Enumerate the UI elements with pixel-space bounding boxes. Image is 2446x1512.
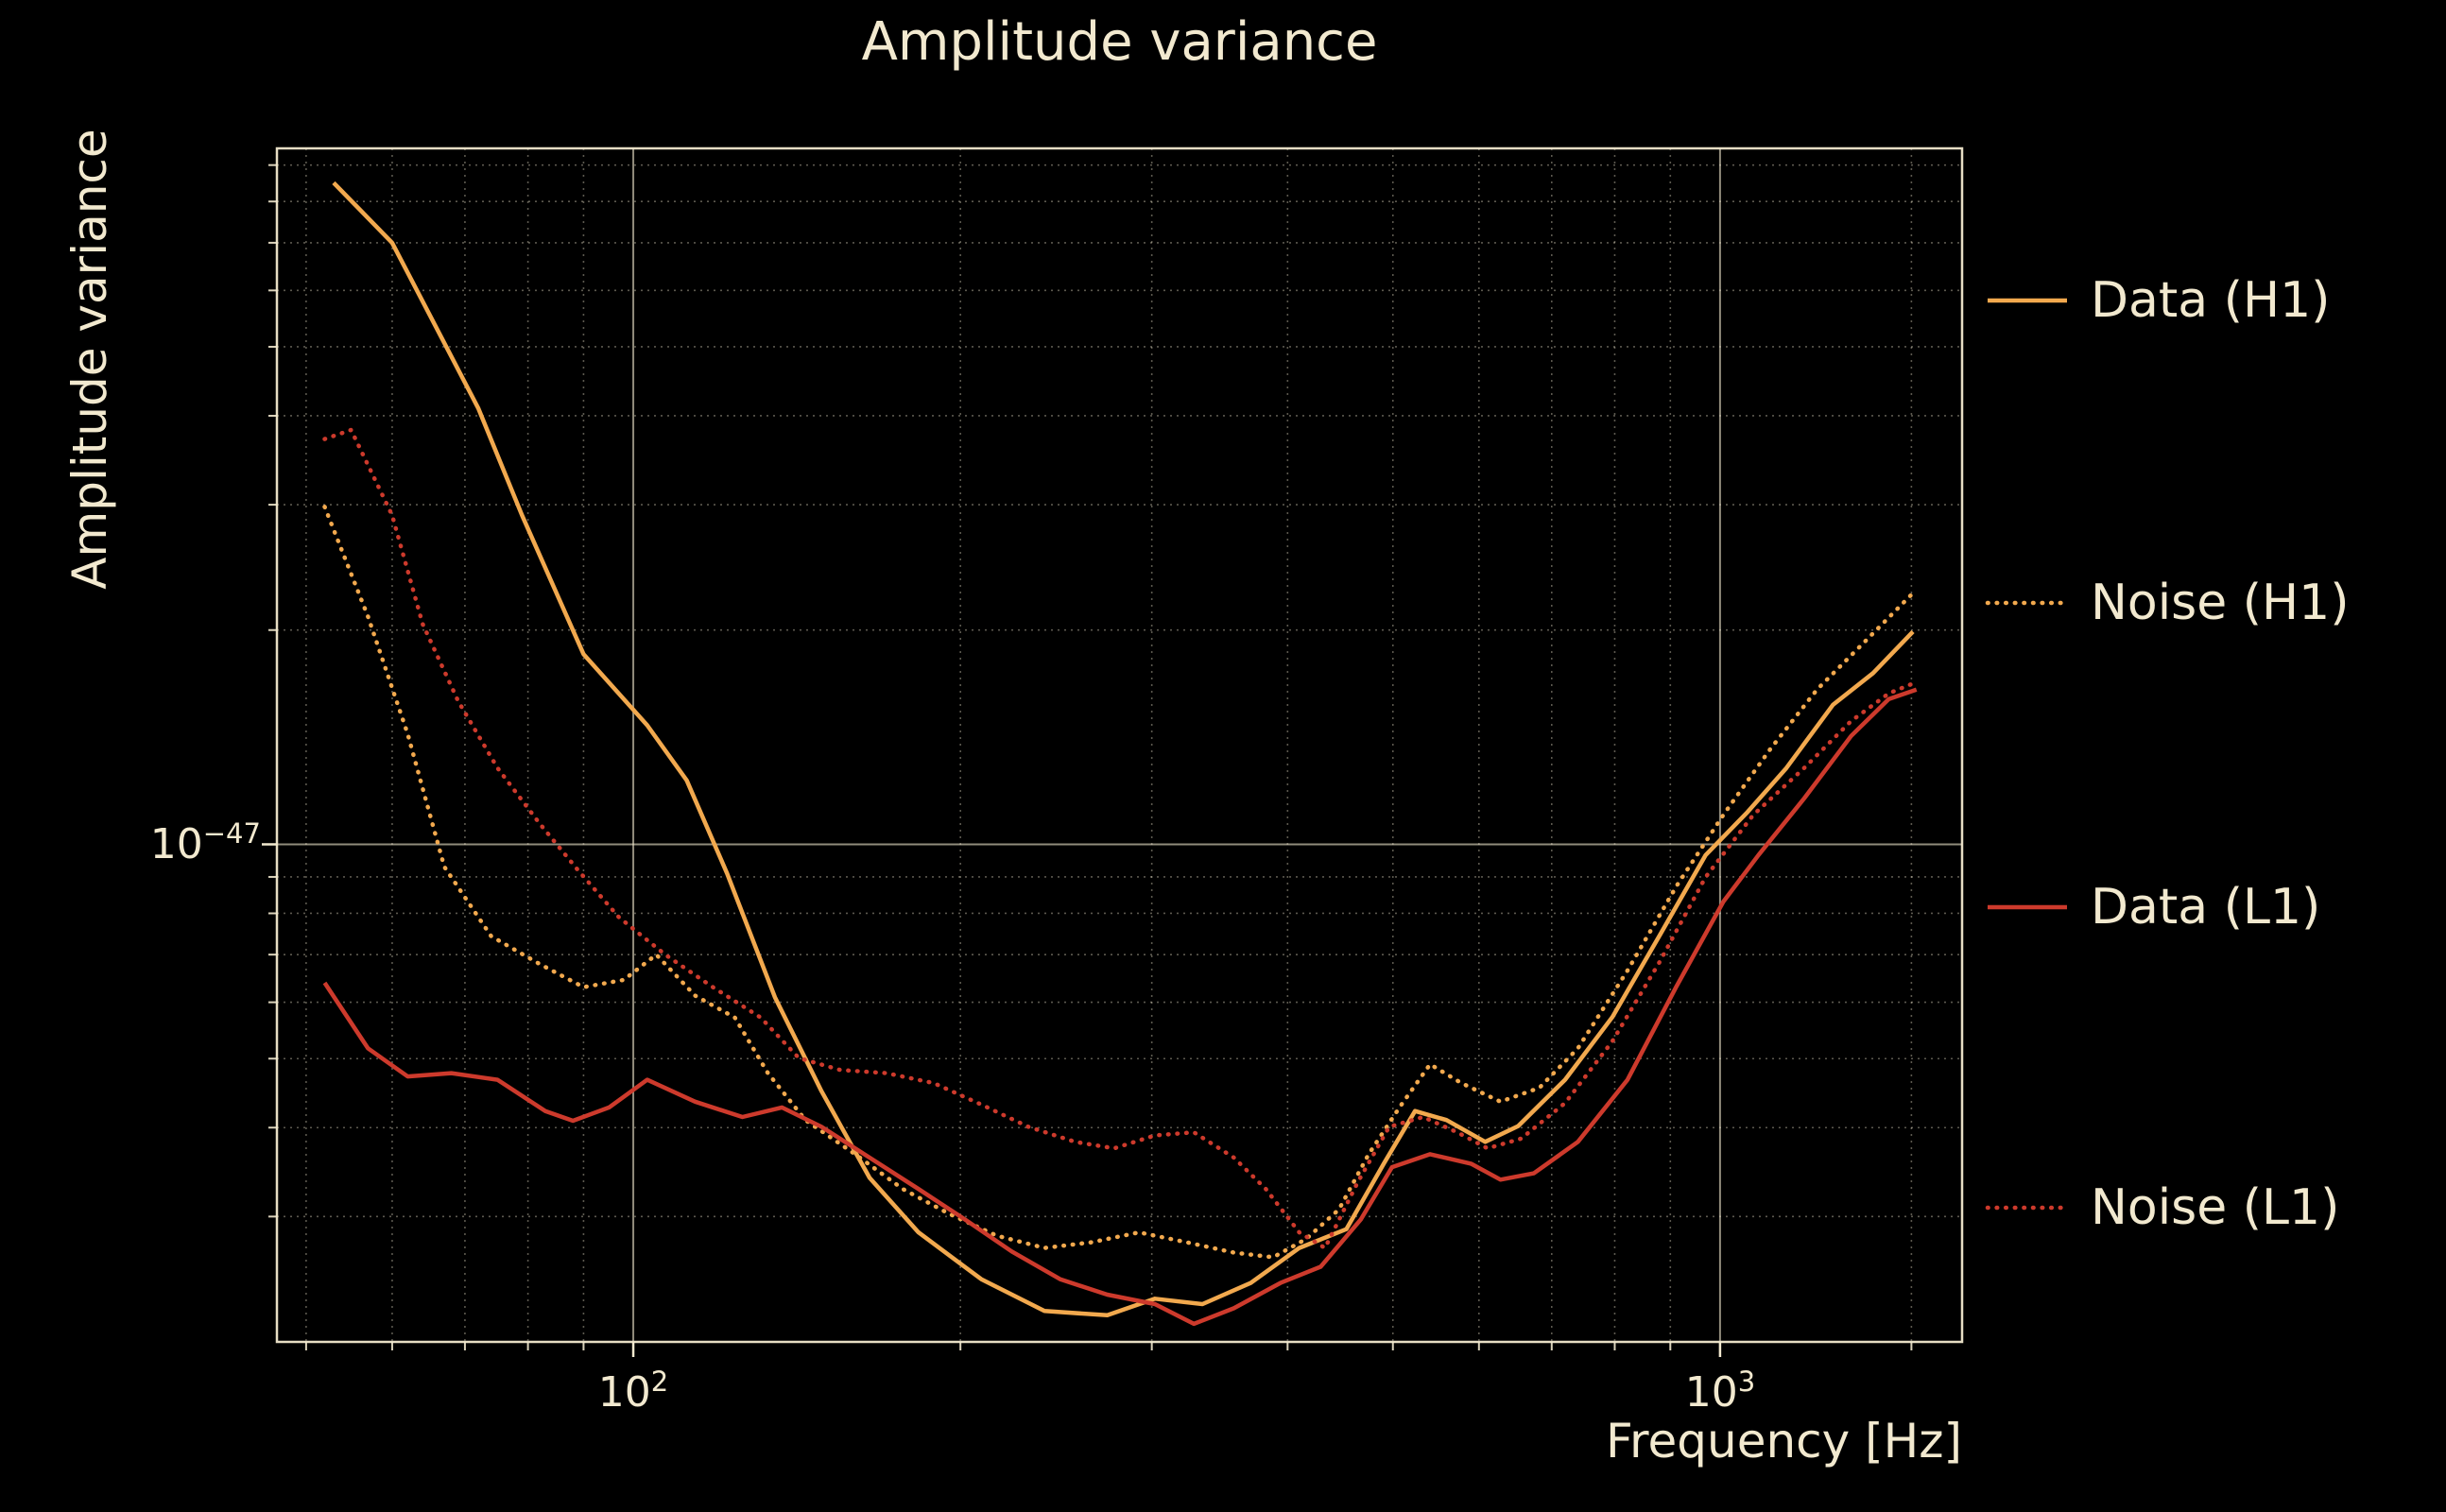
legend-label: Noise (L1) [2091,1179,2340,1236]
legend-line-sample-solid-red-icon [1988,904,2067,910]
x-axis-label: Frequency [Hz] [1605,1414,1962,1469]
legend-line-sample-dotted-red-icon [1985,1205,2070,1211]
y-tick-exponent: −47 [202,817,261,850]
legend-label: Data (L1) [2091,879,2321,936]
x-tick-base: 10 [597,1368,651,1417]
legend-item-noise-l1: Noise (L1) [1985,1177,2339,1238]
x-tick-label-100: 102 [598,1368,668,1417]
legend-label: Data (H1) [2091,272,2331,329]
x-tick-base: 10 [1684,1368,1738,1417]
y-axis-label: Amplitude variance [62,129,117,590]
legend-line-sample-solid-gold-icon [1988,298,2067,303]
legend-item-data-h1: Data (H1) [1985,270,2330,331]
legend-line-sample-dotted-gold-icon [1985,600,2070,606]
y-tick-base: 10 [149,820,203,868]
x-tick-label-1000: 103 [1685,1368,1755,1417]
legend-item-data-l1: Data (L1) [1985,877,2320,937]
y-tick-label-1e-47: 10−47 [76,820,261,868]
x-tick-exponent: 2 [650,1366,669,1399]
x-tick-exponent: 3 [1737,1366,1756,1399]
legend-item-noise-h1: Noise (H1) [1985,573,2350,633]
chart-title: Amplitude variance [861,11,1378,73]
legend-label: Noise (H1) [2091,575,2350,631]
